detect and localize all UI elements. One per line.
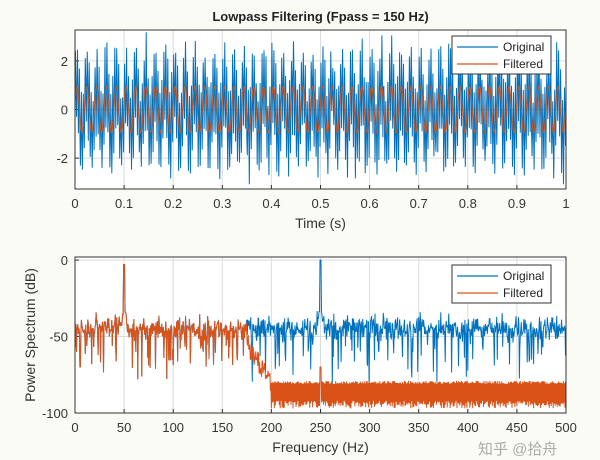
legend-label-filtered: Filtered [503,57,543,71]
x-tick-label: 0 [71,420,78,435]
spectrum-plot: 0 50 100 150 200 250 300 350 400 450 500 -100 -50 0 Fr… [22,253,577,455]
x-tick-label: 100 [162,420,184,435]
x-tick-label: 450 [506,420,528,435]
x-tick-label: 0.4 [262,196,280,211]
x-axis-label: Time (s) [295,215,346,231]
x-tick-label: 0.9 [508,196,526,211]
x-tick-label: 50 [117,420,131,435]
filtered-series-line [74,85,567,134]
x-tick-label: 350 [408,420,430,435]
chart-title: Lowpass Filtering (Fpass = 150 Hz) [212,9,428,24]
filtered-series-line [74,264,567,409]
time-plot: 0 0.1 0.2 0.3 0.4 0.5 0.6 0.7 0.8 0.9 1 -2 0 2 Lowpass… [56,9,569,231]
x-tick-label: 0.6 [361,196,379,211]
x-tick-label: 0 [71,196,78,211]
legend-box [451,35,552,75]
x-tick-label: 400 [457,420,479,435]
y-tick-label: -100 [42,406,68,421]
x-tick-label: 200 [261,420,283,435]
x-tick-label: 0.8 [459,196,477,211]
y-tick-label: 2 [61,54,68,69]
legend-label-filtered: Filtered [503,286,543,300]
x-tick-label: 250 [310,420,332,435]
y-tick-label: 0 [61,103,68,118]
x-tick-label: 0.5 [311,196,329,211]
y-axis-label: Power Spectrum (dB) [22,268,38,402]
x-tick-label: 0.1 [115,196,133,211]
y-tick-label: -2 [56,151,68,166]
x-axis-label: Frequency (Hz) [272,439,368,455]
legend: Original Filtered [451,264,552,304]
axes-box [74,256,567,414]
y-tick-label: -50 [49,330,68,345]
legend-label-original: Original [503,269,544,283]
legend-label-original: Original [503,40,544,54]
axes-box [74,29,567,190]
x-tick-label: 0.7 [410,196,428,211]
x-tick-label: 150 [211,420,233,435]
x-tick-label: 300 [359,420,381,435]
legend: Original Filtered [451,35,552,75]
legend-box [451,264,552,304]
y-tick-label: 0 [61,253,68,268]
x-tick-label: 0.3 [213,196,231,211]
x-tick-label: 1 [562,196,569,211]
watermark: 知乎 @拾舟 [478,441,557,458]
x-tick-label: 500 [555,420,577,435]
x-tick-label: 0.2 [164,196,182,211]
